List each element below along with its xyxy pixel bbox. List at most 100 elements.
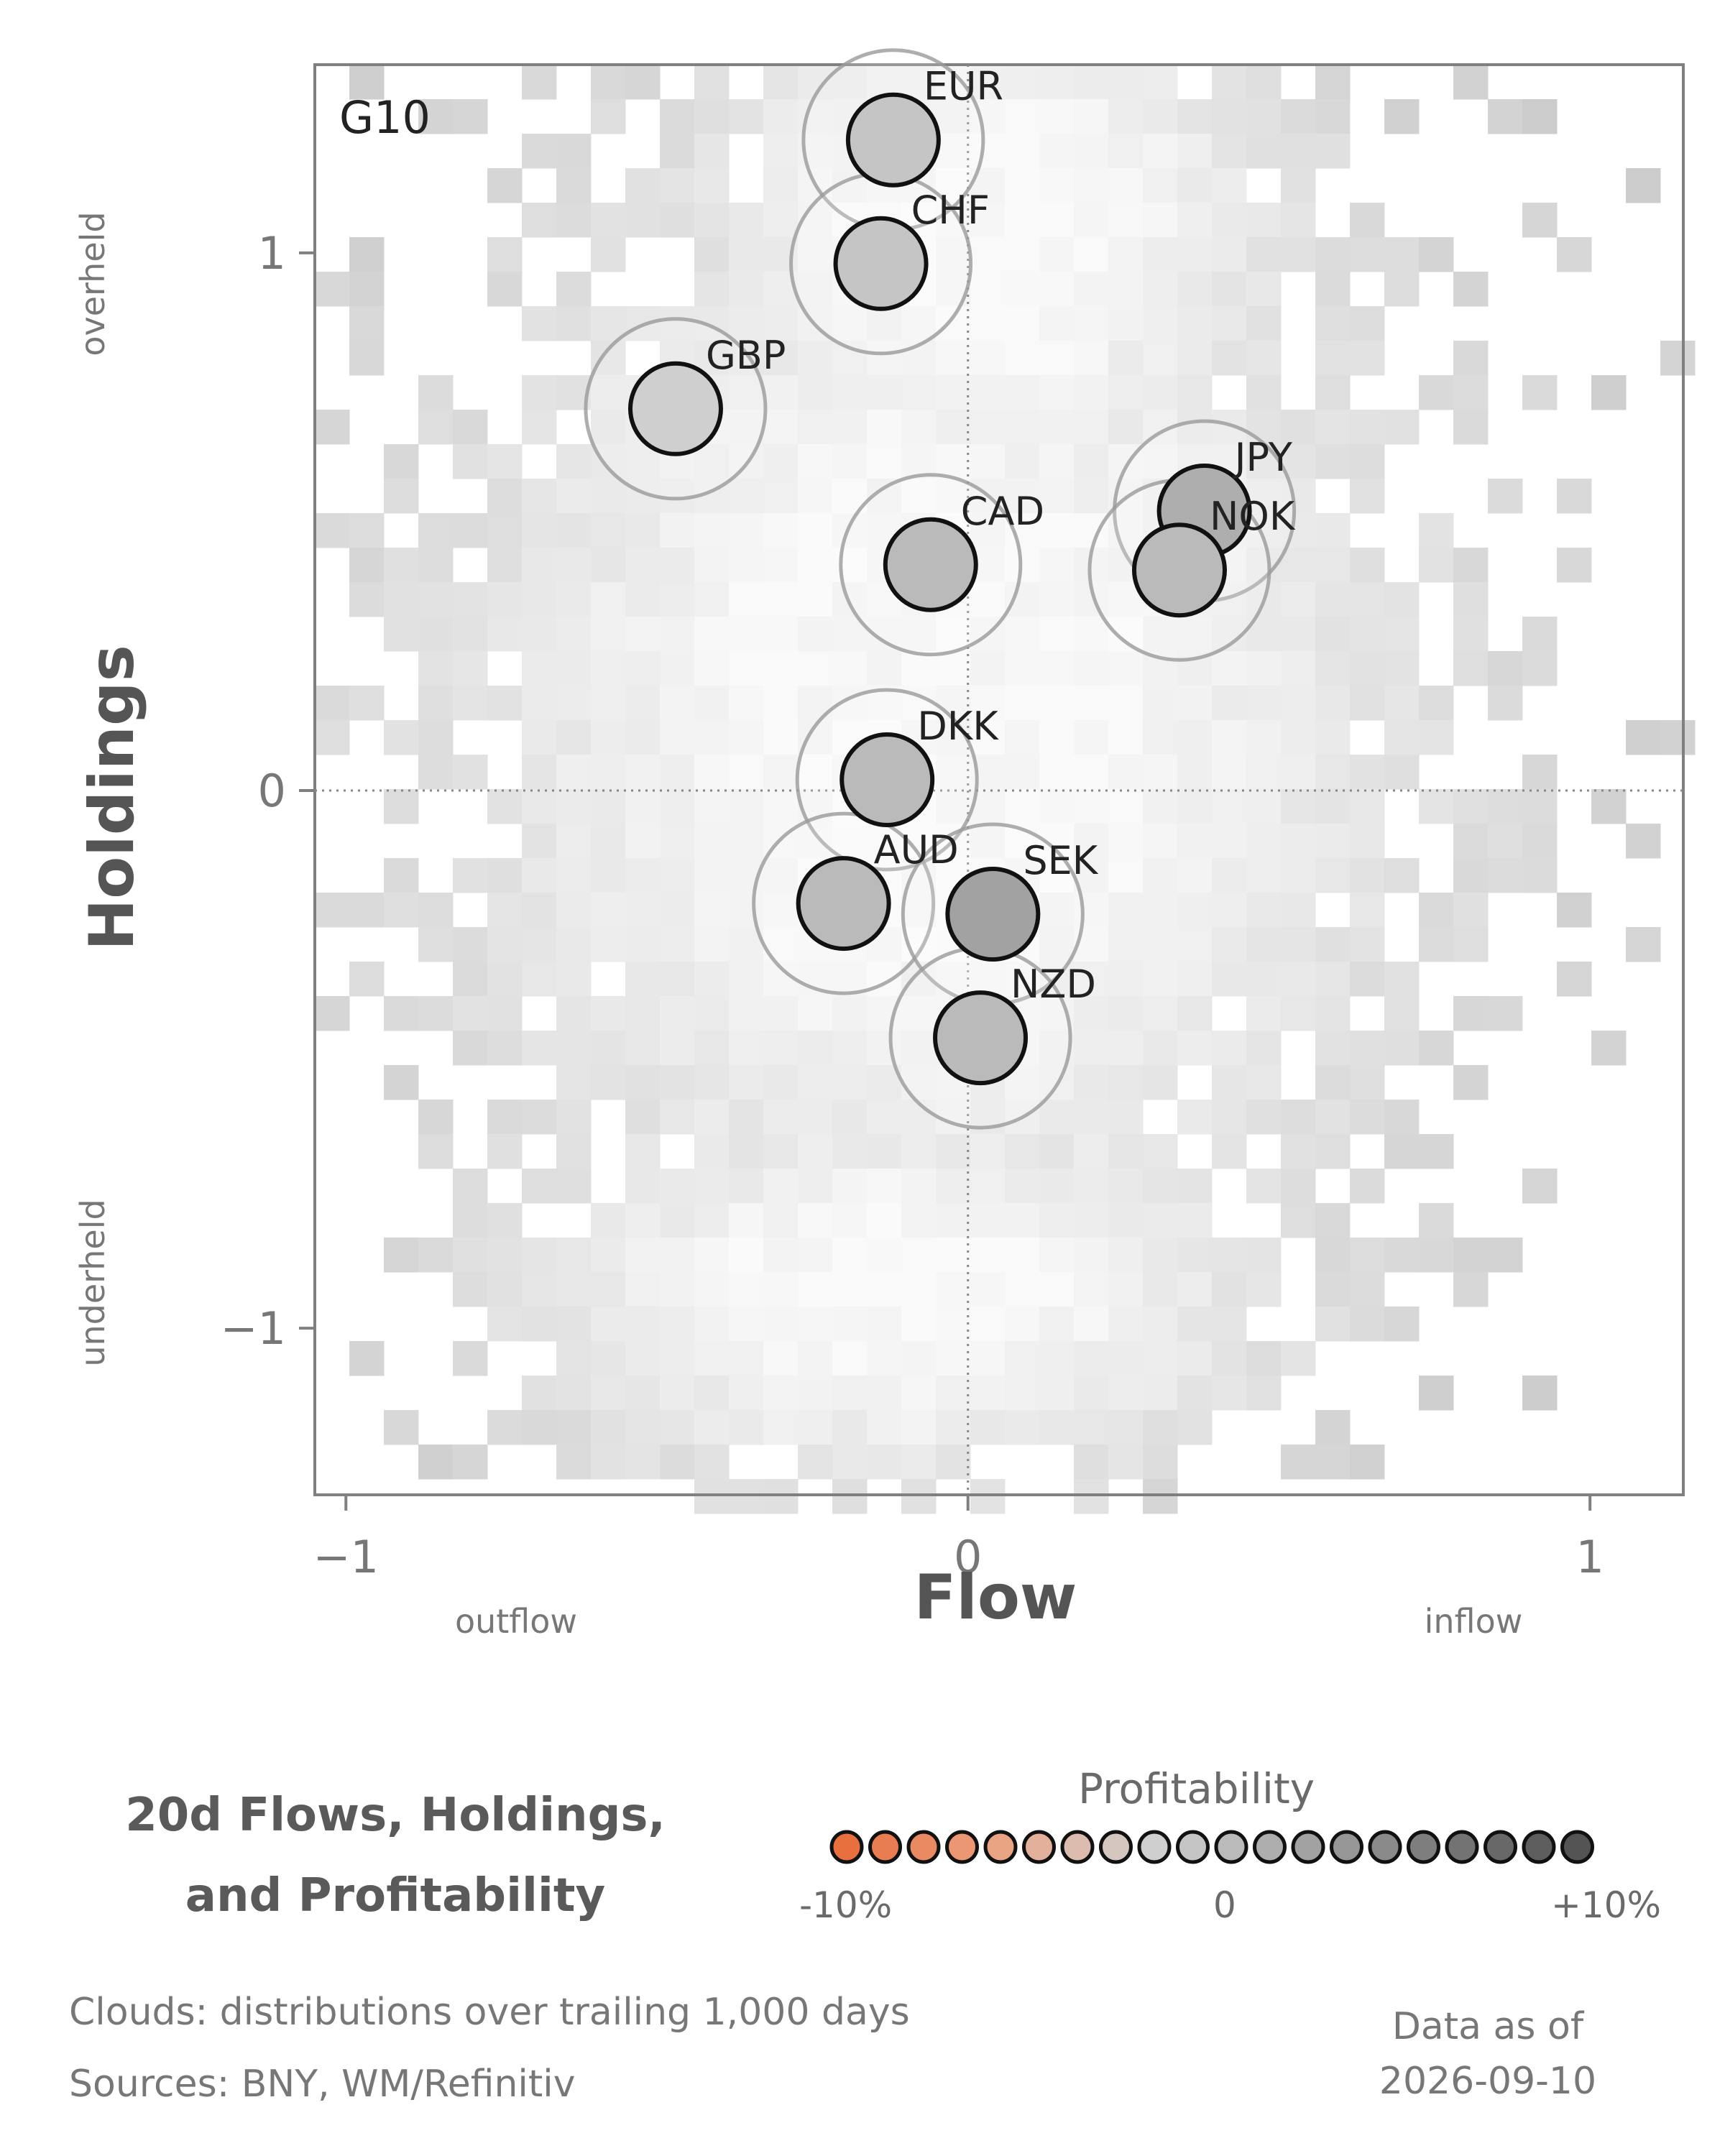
cloud-cell — [729, 1479, 764, 1514]
cloud-cell — [625, 996, 661, 1031]
cloud-cell — [453, 927, 488, 962]
cloud-cell — [832, 410, 868, 445]
cloud-cell — [867, 1272, 902, 1307]
cloud-cell — [694, 858, 730, 893]
cloud-cell — [1419, 513, 1454, 548]
cloud-cell — [1315, 720, 1351, 755]
cloud-cell — [1108, 1445, 1144, 1480]
cloud-cell — [1488, 789, 1523, 824]
cloud-cell — [1074, 237, 1109, 272]
cloud-cell — [453, 858, 488, 893]
cloud-cell — [1315, 617, 1351, 652]
cloud-cell — [522, 410, 557, 445]
cloud-cell — [694, 1341, 730, 1376]
cloud-cell — [1005, 1203, 1040, 1238]
cloud-cell — [1350, 651, 1385, 686]
cloud-cell — [1281, 99, 1316, 134]
cloud-cell — [1143, 306, 1178, 341]
cloud-cell — [729, 410, 764, 445]
cloud-cell — [1350, 686, 1385, 721]
cloud-cell — [625, 927, 661, 962]
cloud-cell — [522, 789, 557, 824]
cloud-cell — [729, 237, 764, 272]
cloud-cell — [1419, 1031, 1454, 1066]
cloud-cell — [384, 444, 419, 479]
cloud-cell — [1177, 755, 1213, 790]
cloud-cell — [1143, 375, 1178, 410]
legend-min-label: -10% — [799, 1884, 893, 1926]
cloud-cell — [1074, 996, 1109, 1031]
cloud-cell — [1212, 1307, 1247, 1342]
cloud-cell — [729, 1203, 764, 1238]
cloud-cell — [798, 1272, 833, 1307]
cloud-cell — [1039, 755, 1075, 790]
cloud-cell — [694, 444, 730, 479]
cloud-cell — [1074, 1410, 1109, 1445]
cloud-cell — [591, 858, 626, 893]
cloud-cell — [1177, 168, 1213, 203]
cloud-cell — [1108, 1307, 1144, 1342]
cloud-cell — [1281, 548, 1316, 583]
cloud-cell — [1488, 824, 1523, 859]
cloud-cell — [970, 272, 1006, 307]
cloud-cell — [694, 927, 730, 962]
cloud-cell — [970, 1272, 1006, 1307]
cloud-cell — [1557, 962, 1592, 997]
cloud-cell — [1591, 789, 1627, 824]
cloud-cell — [1074, 99, 1109, 134]
point-sek — [945, 867, 1041, 962]
cloud-cell — [970, 410, 1006, 445]
cloud-cell — [936, 410, 971, 445]
cloud-cell — [1522, 617, 1558, 652]
legend-swatch — [1330, 1830, 1363, 1864]
cloud-cell — [798, 1307, 833, 1342]
cloud-cell — [1005, 513, 1040, 548]
cloud-cell — [418, 375, 454, 410]
cloud-cell — [694, 65, 730, 100]
cloud-cell — [798, 996, 833, 1031]
cloud-cell — [1074, 1272, 1109, 1307]
cloud-cell — [556, 858, 592, 893]
cloud-cell — [694, 1445, 730, 1480]
cloud-cell — [591, 1376, 626, 1411]
cloud-cell — [625, 1169, 661, 1204]
cloud-cell — [867, 410, 902, 445]
cloud-cell — [1074, 962, 1109, 997]
cloud-cell — [1557, 893, 1592, 928]
cloud-cell — [660, 893, 695, 928]
cloud-cell — [1074, 1203, 1109, 1238]
cloud-cell — [694, 893, 730, 928]
cloud-cell — [901, 1134, 937, 1169]
legend-swatch — [1445, 1830, 1479, 1864]
legend-swatch — [1368, 1830, 1402, 1864]
cloud-cell — [556, 824, 592, 859]
cloud-cell — [660, 513, 695, 548]
cloud-cell — [1419, 927, 1454, 962]
cloud-cell — [591, 479, 626, 514]
cloud-cell — [1246, 686, 1282, 721]
cloud-cell — [1005, 1272, 1040, 1307]
cloud-cell — [936, 1134, 971, 1169]
cloud-cell — [1074, 686, 1109, 721]
cloud-cell — [1384, 1238, 1420, 1273]
cloud-cell — [660, 99, 695, 134]
cloud-cell — [901, 651, 937, 686]
cloud-cell — [1281, 203, 1316, 238]
cloud-cell — [1419, 893, 1454, 928]
cloud-cell — [1039, 513, 1075, 548]
cloud-cell — [1108, 1169, 1144, 1204]
cloud-cell — [1315, 1238, 1351, 1273]
cloud-cell — [660, 651, 695, 686]
cloud-cell — [798, 1238, 833, 1273]
cloud-cell — [487, 444, 523, 479]
cloud-cell — [1143, 686, 1178, 721]
cloud-cell — [591, 582, 626, 617]
cloud-cell — [1212, 962, 1247, 997]
cloud-cell — [1384, 272, 1420, 307]
cloud-cell — [1108, 962, 1144, 997]
cloud-cell — [694, 1479, 730, 1514]
cloud-cell — [1350, 824, 1385, 859]
cloud-cell — [763, 1238, 799, 1273]
cloud-cell — [1246, 1031, 1282, 1066]
cloud-cell — [556, 306, 592, 341]
